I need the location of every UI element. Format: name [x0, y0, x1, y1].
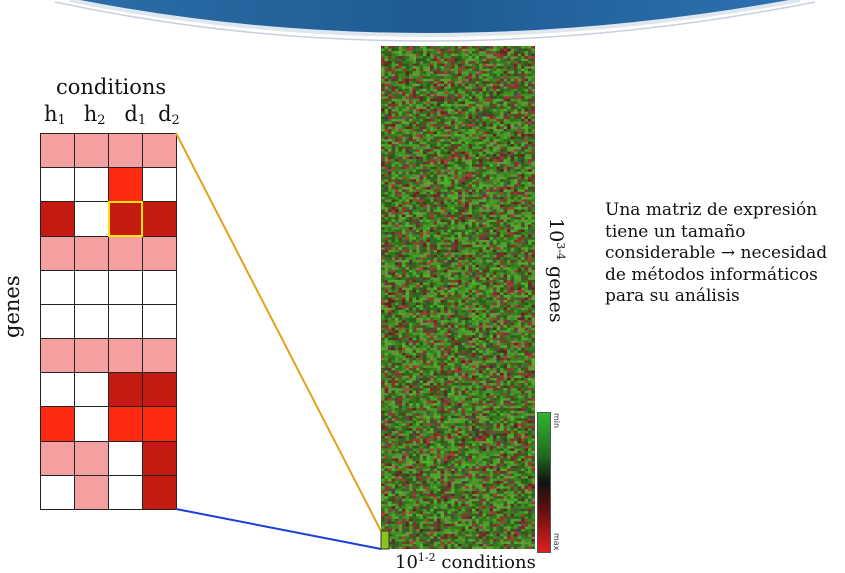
matrix-cell [40, 474, 75, 510]
matrix-cell [108, 235, 143, 271]
column-label-h2: h2 [83, 102, 106, 128]
matrix-cell [142, 235, 177, 271]
heatmap-cells [381, 46, 535, 549]
matrix-cell [142, 372, 177, 408]
large-expression-heatmap [381, 46, 535, 549]
matrix-cell [142, 303, 177, 340]
matrix-cell [40, 201, 75, 237]
matrix-cell [142, 269, 177, 305]
matrix-cell [40, 440, 75, 476]
column-label-d1: d1 [124, 102, 147, 128]
matrix-cell [108, 474, 143, 510]
scale-min-label: min [552, 413, 561, 429]
highlighted-cell [108, 201, 143, 237]
matrix-cell [74, 167, 109, 203]
matrix-cell [108, 338, 143, 374]
column-label-d2: d2 [158, 102, 180, 128]
column-label-h1: h1 [44, 102, 66, 128]
matrix-cell [74, 269, 109, 305]
matrix-cell [108, 406, 143, 442]
scale-max-label: max [552, 533, 561, 551]
matrix-cell [74, 474, 109, 510]
matrix-cell [40, 372, 75, 408]
conditions-label: conditions [56, 75, 167, 99]
matrix-cell [142, 133, 177, 169]
genes-label: genes [0, 275, 24, 338]
connector-line-top [175, 132, 382, 532]
condition-column-labels: h1 h2 d1 d2 [44, 102, 180, 128]
matrix-cell [40, 406, 75, 442]
matrix-cell [74, 303, 109, 340]
matrix-cell [40, 167, 75, 203]
matrix-cell [108, 133, 143, 169]
matrix-cell [142, 440, 177, 476]
matrix-cell [142, 338, 177, 374]
matrix-cell [108, 372, 143, 408]
matrix-cell [74, 235, 109, 271]
matrix-cell [74, 406, 109, 442]
matrix-cell [74, 338, 109, 374]
matrix-cell [74, 133, 109, 169]
matrix-cell [142, 201, 177, 237]
matrix-cell [108, 201, 143, 237]
matrix-cell [74, 372, 109, 408]
matrix-cell [40, 338, 75, 374]
connector-line-bottom [175, 508, 382, 550]
matrix-cell [142, 406, 177, 442]
description-text: Una matriz de expresión tiene un tamaño … [605, 200, 828, 306]
color-scale-bar [537, 412, 551, 553]
genes-count-label: 103-4 genes [545, 218, 567, 323]
matrix-cell [74, 440, 109, 476]
matrix-cell [40, 235, 75, 271]
small-expression-matrix [40, 133, 177, 510]
matrix-cell [108, 440, 143, 476]
matrix-cell [40, 269, 75, 305]
matrix-cell [40, 133, 75, 169]
matrix-cell [142, 167, 177, 203]
matrix-cell [108, 167, 143, 203]
matrix-cell [142, 474, 177, 510]
matrix-cell [108, 269, 143, 305]
matrix-cell [74, 201, 109, 237]
matrix-cell [40, 303, 75, 340]
conditions-count-label: 101-2 conditions [395, 551, 536, 573]
title-banner [54, 0, 816, 42]
matrix-cell [108, 303, 143, 340]
